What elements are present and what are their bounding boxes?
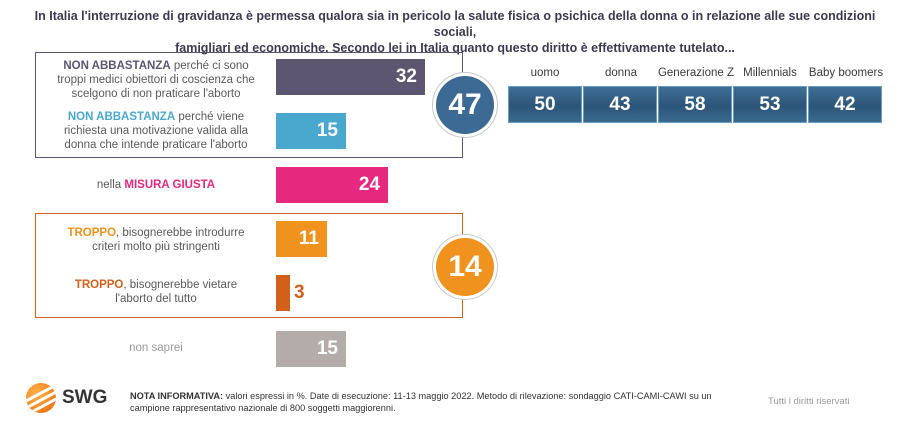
row-label-line2: l'aborto del tutto: [115, 293, 197, 305]
bar-value-label: 32: [395, 66, 417, 87]
rights-reserved: Tutti i diritti riservati: [768, 396, 850, 407]
segment-header-millennials: Millennials: [743, 67, 797, 79]
bar-troppo-criteri: 11: [276, 221, 327, 257]
row-label-bold: TROPPO: [74, 279, 124, 291]
segment-header-donna: donna: [605, 67, 637, 79]
segment-header-baby-boomers: Baby boomers: [808, 67, 884, 79]
row-label-line2: troppi medici obiettori di coscienza che: [57, 74, 255, 86]
segment-value-donna: 43: [583, 86, 657, 123]
row-label-line3: scelgono di non praticare l'aborto: [71, 88, 241, 100]
chart-title-line2: famigliari ed economiche. Secondo lei in…: [175, 41, 735, 55]
bar-value-label: 3: [294, 282, 305, 303]
bar-troppo-vietare: 3: [276, 275, 305, 311]
row-label-misura-giusta: nella MISURA GIUSTA: [40, 178, 272, 192]
row-label-rest: , bisognerebbe vietare: [123, 279, 238, 291]
row-label-bold: TROPPO: [67, 227, 117, 239]
row-label-troppo-vietare: TROPPO, bisognerebbe vietare l'aborto de…: [40, 278, 272, 306]
bar-value-label: 15: [316, 338, 338, 359]
row-label-bold: MISURA GIUSTA: [124, 179, 216, 191]
row-label-non-abbastanza-obiettori: NON ABBASTANZA perché ci sono troppi med…: [40, 59, 272, 101]
nota-informativa: NOTA INFORMATIVA: valori espressi in %. …: [130, 390, 750, 414]
row-label-line3: donna che intende praticare l'aborto: [64, 139, 248, 151]
group-total-value: 47: [448, 88, 482, 121]
segment-value-millennials: 53: [733, 86, 807, 123]
bar-value-label: 24: [358, 174, 380, 195]
group-total-circle-troppo: 14: [436, 238, 494, 296]
swg-logo-text: SWG: [62, 387, 108, 408]
note-text: valori espressi in %. Date di esecuzione…: [130, 391, 712, 413]
row-label-line2: richiesta una motivazione valida alla: [63, 125, 249, 137]
bar-non-abbastanza-obiettori: 32: [276, 59, 425, 95]
group-total-circle-non-abbastanza: 47: [436, 76, 494, 134]
chart-title: In Italia l'interruzione di gravidanza è…: [20, 8, 890, 56]
bar-value-label: 11: [298, 228, 319, 249]
swg-logo-icon: [26, 383, 56, 413]
bar-misura-giusta: 24: [276, 167, 388, 203]
group-total-value: 14: [448, 250, 482, 283]
row-label-line2: criteri molto più stringenti: [92, 241, 220, 253]
segment-header-generazione-z: Generazione Z: [657, 67, 735, 79]
segment-value-uomo: 50: [508, 86, 582, 123]
row-label-bold: NON ABBASTANZA: [67, 111, 176, 123]
bar-value-label: 15: [316, 120, 338, 141]
row-label-rest: perché ci sono: [170, 60, 249, 72]
row-label-rest: , bisognerebbe introdurre: [116, 227, 245, 239]
segment-header-uomo: uomo: [530, 67, 560, 79]
note-label: NOTA INFORMATIVA:: [130, 391, 224, 401]
segment-value-generazione-z: 58: [658, 86, 732, 123]
chart-title-line1: In Italia l'interruzione di gravidanza è…: [34, 9, 876, 39]
swg-logo: SWG: [26, 383, 107, 413]
row-label-pre: nella: [96, 179, 125, 191]
row-label-non-saprei: non saprei: [40, 341, 272, 355]
bar-non-saprei: 15: [276, 331, 346, 367]
row-label-bold: NON ABBASTANZA: [63, 60, 171, 72]
row-label-troppo-criteri: TROPPO, bisognerebbe introdurre criteri …: [40, 226, 272, 254]
row-label-non-abbastanza-motivazione: NON ABBASTANZA perché viene richiesta un…: [40, 110, 272, 152]
bar-non-abbastanza-motivazione: 15: [276, 113, 346, 149]
row-label-rest: perché viene: [175, 111, 245, 123]
segment-value-baby-boomers: 42: [808, 86, 882, 123]
row-label-plain: non saprei: [129, 342, 183, 354]
